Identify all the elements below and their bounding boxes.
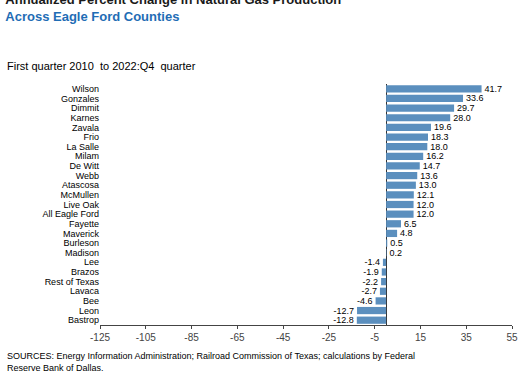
svg-text:12.1: 12.1 <box>417 190 435 200</box>
svg-text:Brazos: Brazos <box>71 267 100 277</box>
svg-text:McMullen: McMullen <box>60 190 99 200</box>
svg-text:Madison: Madison <box>65 248 99 258</box>
svg-text:13.6: 13.6 <box>420 171 438 181</box>
svg-text:55: 55 <box>506 332 518 343</box>
svg-text:12.0: 12.0 <box>417 209 435 219</box>
svg-text:-25: -25 <box>322 332 337 343</box>
svg-text:-105: -105 <box>136 332 156 343</box>
svg-text:-45: -45 <box>276 332 291 343</box>
svg-text:Lavaca: Lavaca <box>70 286 99 296</box>
svg-text:18.3: 18.3 <box>431 132 449 142</box>
svg-text:-85: -85 <box>184 332 199 343</box>
svg-text:4.8: 4.8 <box>400 228 413 238</box>
svg-text:First quarter 2010 to 2022:Q4: First quarter 2010 to 2022:Q4 quarter <box>7 60 196 72</box>
svg-text:Leon: Leon <box>79 306 99 316</box>
svg-text:16.2: 16.2 <box>426 151 444 161</box>
svg-text:0.2: 0.2 <box>390 248 403 258</box>
svg-text:Fayette: Fayette <box>69 219 99 229</box>
svg-text:-65: -65 <box>230 332 245 343</box>
svg-text:Milam: Milam <box>75 151 99 161</box>
svg-text:Burleson: Burleson <box>63 238 99 248</box>
svg-text:-2.2: -2.2 <box>363 277 379 287</box>
svg-text:De Witt: De Witt <box>69 161 99 171</box>
svg-text:Maverick: Maverick <box>63 229 100 239</box>
svg-text:Lee: Lee <box>84 257 99 267</box>
svg-text:33.6: 33.6 <box>466 93 484 103</box>
svg-text:-5: -5 <box>370 332 379 343</box>
svg-text:-1.4: -1.4 <box>364 257 380 267</box>
svg-text:-12.7: -12.7 <box>334 306 355 316</box>
svg-text:Wilson: Wilson <box>72 84 99 94</box>
svg-text:Gonzales: Gonzales <box>61 94 100 104</box>
svg-text:19.6: 19.6 <box>434 122 452 132</box>
svg-text:15: 15 <box>415 332 427 343</box>
svg-text:35: 35 <box>461 332 473 343</box>
svg-text:Webb: Webb <box>76 171 99 181</box>
svg-text:13.0: 13.0 <box>419 180 437 190</box>
svg-text:-12.8: -12.8 <box>333 315 354 325</box>
svg-text:Annualized Percent Change in N: Annualized Percent Change in Natural Gas… <box>5 0 341 24</box>
svg-text:41.7: 41.7 <box>485 84 503 94</box>
svg-text:Frio: Frio <box>84 132 100 142</box>
svg-text:Bastrop: Bastrop <box>68 315 99 325</box>
svg-text:Zavala: Zavala <box>72 123 99 133</box>
svg-text:Bee: Bee <box>83 296 99 306</box>
svg-text:SOURCES: Energy Information Ad: SOURCES: Energy Information Administrati… <box>7 351 415 373</box>
svg-text:12.0: 12.0 <box>417 200 435 210</box>
svg-text:La Salle: La Salle <box>66 142 99 152</box>
svg-text:All Eagle Ford: All Eagle Ford <box>42 209 99 219</box>
svg-text:18.0: 18.0 <box>430 142 448 152</box>
svg-text:28.0: 28.0 <box>453 113 471 123</box>
svg-text:Atascosa: Atascosa <box>62 180 99 190</box>
svg-text:Dimmit: Dimmit <box>71 103 99 113</box>
svg-text:6.5: 6.5 <box>404 219 417 229</box>
svg-text:Karnes: Karnes <box>70 113 99 123</box>
svg-text:Live Oak: Live Oak <box>63 200 99 210</box>
svg-text:-1.9: -1.9 <box>363 267 379 277</box>
svg-text:14.7: 14.7 <box>423 161 441 171</box>
svg-text:Rest of Texas: Rest of Texas <box>45 277 100 287</box>
svg-text:29.7: 29.7 <box>457 103 475 113</box>
svg-text:-4.6: -4.6 <box>357 296 373 306</box>
svg-text:-125: -125 <box>90 332 110 343</box>
svg-text:-2.7: -2.7 <box>361 286 377 296</box>
svg-text:0.5: 0.5 <box>390 238 403 248</box>
